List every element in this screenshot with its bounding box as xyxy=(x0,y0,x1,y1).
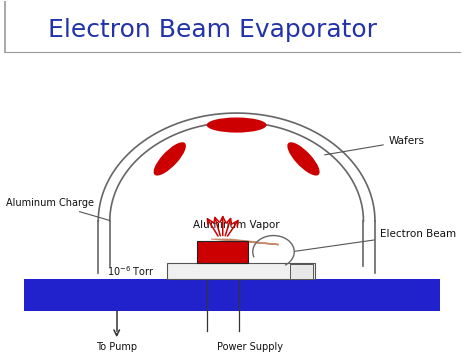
Text: $10^{-6}$ Torr: $10^{-6}$ Torr xyxy=(108,265,155,278)
Text: To Pump: To Pump xyxy=(96,342,137,352)
Text: Aluminum Vapor: Aluminum Vapor xyxy=(193,220,280,230)
Text: Electron Beam Evaporator: Electron Beam Evaporator xyxy=(47,18,376,42)
Ellipse shape xyxy=(154,142,186,176)
Bar xyxy=(290,264,313,279)
Text: Aluminum Charge: Aluminum Charge xyxy=(6,198,109,220)
Ellipse shape xyxy=(207,118,266,132)
Text: Wafers: Wafers xyxy=(325,136,425,155)
Bar xyxy=(167,262,315,279)
Bar xyxy=(25,279,439,311)
Text: Electron Beam: Electron Beam xyxy=(295,229,456,251)
Bar xyxy=(197,241,248,262)
Text: Power Supply: Power Supply xyxy=(218,342,283,352)
Ellipse shape xyxy=(287,142,319,176)
